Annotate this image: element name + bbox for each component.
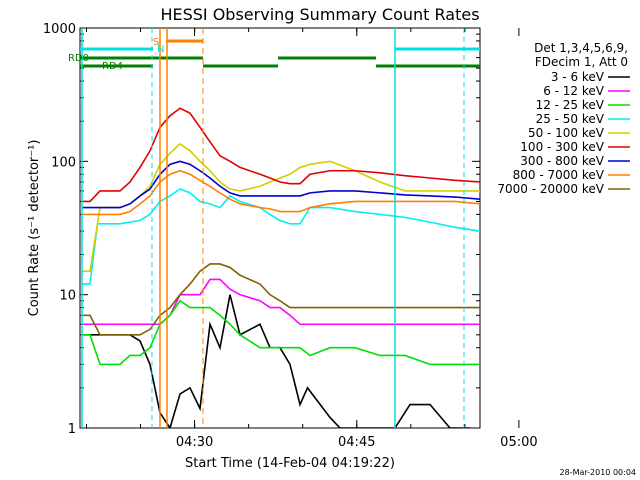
legend-entry-label: 25 - 50 keV: [536, 112, 605, 126]
y-tick-label: 1000: [43, 22, 76, 37]
legend-header-1: Det 1,3,4,5,6,9,: [534, 41, 628, 55]
legend-entry-label: 7000 - 20000 keV: [497, 182, 604, 196]
series-line-5: [82, 107, 480, 203]
legend-header-2: FDecim 1, Att 0: [535, 55, 628, 69]
series-line-7: [82, 169, 480, 216]
y-tick-label: 1: [68, 422, 76, 437]
series-line-8: [82, 263, 480, 336]
flag-label-n: N: [157, 44, 164, 55]
x-tick-label: 05:00: [500, 435, 537, 450]
legend-entry-label: 3 - 6 keV: [551, 70, 605, 84]
flag-label-s: S: [153, 37, 159, 48]
flag-label-rd0: RD0: [68, 53, 89, 64]
x-axis-label: Start Time (14-Feb-04 04:19:22): [185, 456, 395, 471]
series-line-2: [82, 299, 480, 366]
legend-entry-label: 12 - 25 keV: [536, 98, 605, 112]
series-line-6: [82, 160, 480, 209]
series-line-1: [82, 278, 480, 326]
y-axis-label: Count Rate (s⁻¹ detector⁻¹): [27, 140, 42, 317]
x-tick-label: 04:45: [338, 435, 375, 450]
y-tick-label: 100: [51, 155, 76, 170]
legend-entry-label: 100 - 300 keV: [520, 140, 604, 154]
y-tick-label: 10: [59, 289, 76, 304]
plot-frame: [79, 27, 481, 429]
legend-entry-label: 6 - 12 keV: [543, 84, 605, 98]
legend-entry-label: 800 - 7000 keV: [513, 168, 605, 182]
series-line-3: [82, 188, 480, 285]
chart-title: HESSI Observing Summary Count Rates: [160, 5, 479, 24]
series-line-0: [82, 294, 470, 428]
x-tick-label: 04:30: [176, 435, 213, 450]
legend-entry-label: 300 - 800 keV: [520, 154, 604, 168]
footer-timestamp: 28-Mar-2010 00:04: [560, 468, 637, 477]
legend-entry-label: 50 - 100 keV: [528, 126, 605, 140]
flag-label-rd4: RD4: [102, 61, 123, 72]
